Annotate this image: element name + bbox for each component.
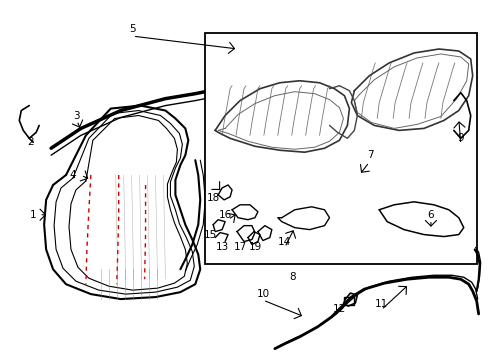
Text: 16: 16 xyxy=(218,210,231,220)
Text: 5: 5 xyxy=(129,24,136,34)
Bar xyxy=(344,297,354,305)
Text: 15: 15 xyxy=(203,230,216,239)
Text: 13: 13 xyxy=(215,243,228,252)
Text: 2: 2 xyxy=(27,137,34,147)
Text: 4: 4 xyxy=(69,170,76,180)
Text: 17: 17 xyxy=(233,243,246,252)
Text: 14: 14 xyxy=(278,237,291,247)
Text: 18: 18 xyxy=(206,193,219,203)
Text: 6: 6 xyxy=(427,210,433,220)
Text: 9: 9 xyxy=(456,133,463,143)
Text: 3: 3 xyxy=(74,111,80,121)
Text: 7: 7 xyxy=(366,150,373,160)
Text: 8: 8 xyxy=(289,272,295,282)
Text: 11: 11 xyxy=(374,299,387,309)
Text: 10: 10 xyxy=(256,289,269,299)
Text: 1: 1 xyxy=(29,210,36,220)
Bar xyxy=(205,33,476,264)
Text: 19: 19 xyxy=(248,243,261,252)
Text: 12: 12 xyxy=(332,304,346,314)
